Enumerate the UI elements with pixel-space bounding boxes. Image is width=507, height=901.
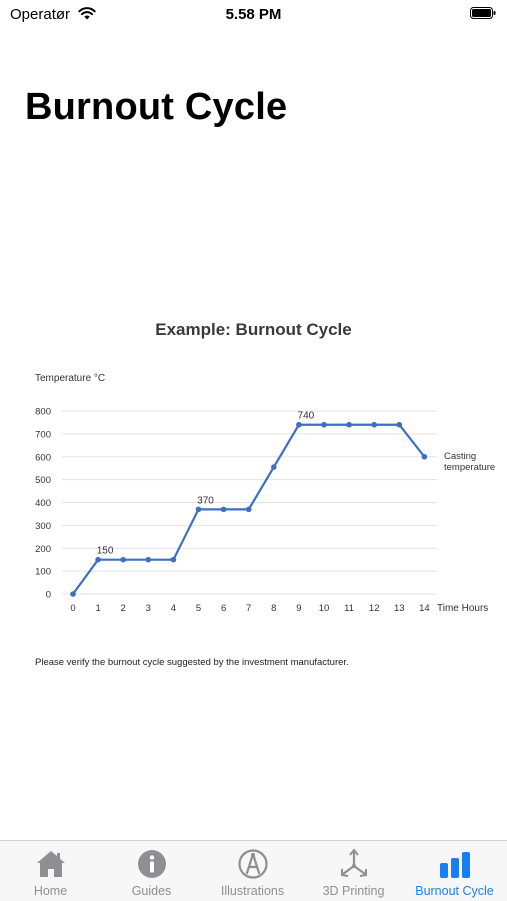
data-point [321, 421, 327, 428]
tab-guides[interactable]: Guides [101, 841, 202, 901]
x-tick-label: 2 [121, 603, 126, 614]
bar-chart-icon [440, 852, 470, 878]
tab-label: 3D Printing [322, 884, 385, 898]
tab-3d-printing[interactable]: 3D Printing [303, 841, 404, 901]
x-tick-label: 0 [70, 603, 75, 614]
tab-label: Illustrations [220, 884, 285, 898]
y-tick-label: 800 [35, 407, 51, 418]
y-tick-label: 300 [35, 521, 51, 532]
data-label: 150 [97, 546, 114, 557]
data-point [245, 506, 252, 513]
tab-bar: Home Guides Illustrations 3D Printing [0, 840, 507, 901]
chart-title: Example: Burnout Cycle [155, 320, 352, 339]
data-point [145, 556, 152, 563]
x-tick-label: 6 [221, 603, 226, 614]
status-bar: Operatør 5.58 PM [0, 0, 507, 30]
x-tick-label: 9 [296, 603, 301, 614]
tab-home[interactable]: Home [0, 841, 101, 901]
x-tick-label: 1 [95, 603, 100, 614]
3d-axes-icon [341, 848, 367, 877]
house-icon [37, 851, 65, 877]
y-tick-label: 200 [35, 544, 51, 555]
x-tick-label: 10 [319, 603, 330, 614]
disclaimer-note: Please verify the burnout cycle suggeste… [35, 657, 349, 668]
burnout-chart: 0 100 200 300 400 500 600 700 800 0 1 2 3 4 5 6 7 8 9 10 11 1… [0, 310, 507, 630]
x-tick-label: 7 [246, 603, 251, 614]
x-tick-label: 3 [146, 603, 151, 614]
data-point [120, 556, 126, 563]
data-point [296, 421, 302, 428]
x-tick-label: 4 [171, 603, 176, 614]
compass-icon [238, 849, 268, 879]
y-tick-label: 600 [35, 452, 51, 463]
annotation-label: temperature [444, 462, 495, 473]
data-point [421, 453, 428, 460]
tab-illustrations[interactable]: Illustrations [202, 841, 303, 901]
x-tick-label: 13 [394, 603, 405, 614]
y-tick-label: 0 [46, 590, 51, 601]
wifi-icon [78, 7, 96, 20]
data-point [396, 421, 403, 428]
tab-burnout-cycle[interactable]: Burnout Cycle [404, 841, 505, 901]
y-tick-label: 500 [35, 475, 51, 486]
data-point [220, 506, 227, 513]
tab-label: Guides [131, 884, 172, 898]
data-point [371, 421, 378, 428]
data-point [346, 421, 352, 428]
data-point [70, 591, 76, 597]
x-tick-label: 5 [196, 603, 201, 614]
data-point [195, 506, 202, 513]
tab-label: Burnout Cycle [415, 884, 494, 898]
data-label: 740 [298, 411, 315, 422]
data-label: 370 [197, 495, 214, 506]
info-circle-icon [138, 850, 166, 878]
y-axis-label: Temperature °C [35, 373, 106, 384]
annotation-label: Casting [444, 451, 476, 462]
x-tick-label: 11 [344, 603, 354, 614]
x-axis-label: Time Hours [437, 603, 488, 614]
battery-icon [470, 7, 496, 19]
y-tick-label: 700 [35, 429, 51, 440]
data-point [95, 556, 101, 563]
status-time: 5.58 PM [225, 6, 282, 23]
tab-label: Home [33, 884, 68, 898]
carrier-label: Operatør [10, 6, 71, 23]
data-point [271, 464, 277, 470]
x-tick-label: 8 [271, 603, 276, 614]
x-tick-label: 14 [419, 603, 430, 614]
y-tick-label: 400 [35, 498, 51, 509]
y-tick-label: 100 [35, 567, 51, 578]
page-title: Burnout Cycle [25, 86, 288, 128]
data-point [170, 556, 177, 563]
x-tick-label: 12 [369, 603, 380, 614]
